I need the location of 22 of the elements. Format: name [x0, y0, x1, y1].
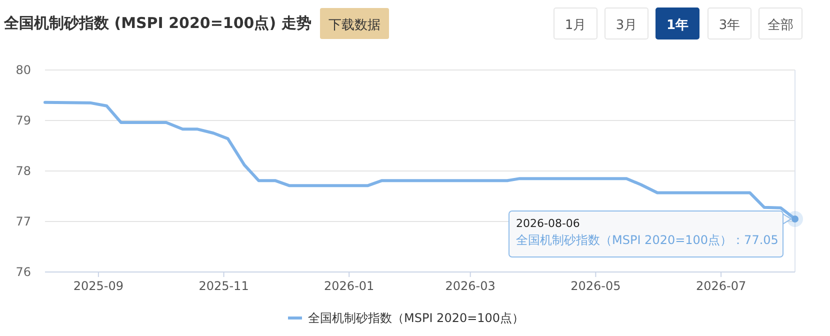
y-tick-label: 77 [16, 214, 31, 228]
annotation: 2026-08-06 [516, 216, 580, 230]
x-tick-label: 2025-09 [73, 279, 124, 293]
button: 3月 [604, 8, 648, 40]
annotation: 全国机制砂指数（MSPI 2020=100点）：77.05 [516, 232, 778, 247]
button: 3年 [708, 8, 752, 40]
x-tick-label: 2026-01 [324, 279, 374, 293]
y-tick-label: 76 [16, 265, 31, 279]
y-tick-label: 80 [16, 63, 31, 77]
x-tick-label: 2026-05 [570, 279, 621, 293]
x-tick-label: 2026-03 [445, 279, 496, 293]
button: 下载数据 [320, 8, 389, 39]
legend-label: 全国机制砂指数（MSPI 2020=100点） [308, 311, 524, 325]
chart-title: 全国机制砂指数 (MSPI 2020=100点) 走势 [3, 14, 312, 32]
y-tick-label: 78 [16, 164, 31, 178]
x-tick-label: 2025-11 [198, 279, 249, 293]
button: 1年 [656, 8, 700, 40]
button: 全部 [758, 8, 802, 40]
button: 1月 [554, 8, 598, 40]
x-tick-label: 2026-07 [696, 279, 746, 293]
tooltip: 2026-08-06 全国机制砂指数（MSPI 2020=100点）：77.05 [508, 210, 792, 258]
y-tick-label: 79 [16, 114, 31, 128]
